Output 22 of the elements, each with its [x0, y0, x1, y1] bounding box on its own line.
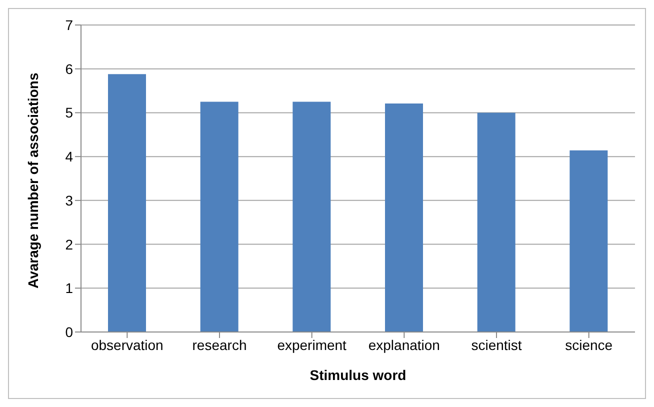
bar: [477, 112, 516, 332]
y-tick-label: 0: [65, 324, 74, 340]
y-tick-label: 7: [65, 16, 74, 33]
bar: [200, 102, 238, 332]
y-tick-label: 3: [65, 192, 74, 208]
x-tick-label: explanation: [368, 336, 440, 353]
bar: [292, 102, 331, 332]
y-tick-label: 4: [65, 148, 74, 165]
x-axis-title: Stimulus word: [310, 367, 406, 383]
y-tick-label: 1: [65, 280, 74, 296]
y-tick-label: 6: [65, 60, 74, 77]
bar: [108, 74, 146, 332]
x-tick-label: science: [565, 336, 613, 353]
y-tick-label: 5: [65, 104, 74, 121]
y-tick-label: 2: [65, 236, 74, 252]
bar: [570, 150, 608, 332]
x-tick-label: experiment: [277, 336, 347, 353]
x-tick-label: observation: [90, 336, 164, 353]
y-axis-title: Avarage number of associations: [24, 72, 41, 288]
bar: [385, 104, 423, 332]
x-tick-label: scientist: [471, 336, 522, 353]
x-tick-label: research: [192, 336, 247, 353]
